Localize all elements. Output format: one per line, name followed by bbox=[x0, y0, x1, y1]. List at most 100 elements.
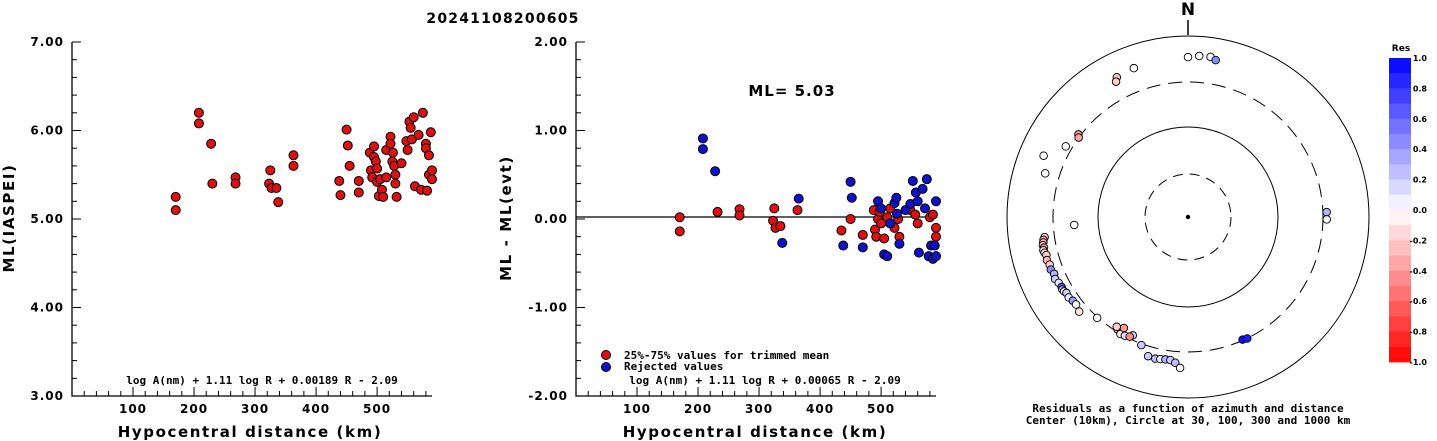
colorbar-band bbox=[1389, 73, 1411, 89]
chart1-data-point bbox=[353, 175, 364, 186]
chart2-data-point bbox=[912, 218, 923, 229]
chart2-data-point bbox=[913, 247, 924, 258]
colorbar-bands bbox=[1389, 58, 1411, 363]
chart1-data-point bbox=[193, 107, 204, 118]
distance-circle-100km bbox=[1097, 126, 1279, 308]
colorbar-tick-label: 0.6 bbox=[1413, 115, 1428, 124]
chart2-data-point bbox=[891, 192, 902, 203]
polar-station-point bbox=[1129, 63, 1139, 73]
colorbar-band bbox=[1389, 255, 1411, 272]
azimuth-residual-plot: N Residuals as a function of azimuth and… bbox=[1006, 0, 1370, 427]
chart2-x-tick-label: 400 bbox=[806, 402, 834, 416]
colorbar-band bbox=[1389, 118, 1411, 135]
chart1-y-tick-label: 4.00 bbox=[30, 301, 64, 315]
chart1-data-point bbox=[353, 187, 364, 198]
colorbar-tick-label: 0.4 bbox=[1413, 145, 1428, 154]
chart1-data-point bbox=[206, 138, 217, 149]
polar-station-point bbox=[1242, 334, 1252, 343]
chart2-y-tick-label: -1.00 bbox=[528, 301, 568, 315]
chart2-data-point bbox=[674, 226, 685, 237]
chart2-data-point bbox=[697, 133, 708, 144]
polar-station-point bbox=[1069, 220, 1079, 230]
chart2-data-point bbox=[885, 218, 896, 229]
chart2-data-point bbox=[876, 203, 887, 214]
distance-circle-30km bbox=[1144, 173, 1232, 261]
page-title: 20241108200605 bbox=[426, 11, 579, 27]
chart2-data-point bbox=[891, 208, 902, 219]
chart1-y-tick-label: 6.00 bbox=[30, 124, 64, 138]
chart2-axes: 100 200 300 400 500 -2.00 -1.00 0.00 1.00 2.00 bbox=[528, 35, 936, 416]
chart2-data-point bbox=[697, 144, 708, 155]
colorbar-band bbox=[1389, 346, 1411, 363]
chart2-data-point bbox=[879, 233, 890, 244]
colorbar-band bbox=[1389, 240, 1411, 256]
chart2-data-point bbox=[920, 203, 931, 214]
polar-station-point bbox=[1040, 169, 1050, 178]
chart2-data-point bbox=[912, 196, 923, 207]
chart1-y-tick-label: 3.00 bbox=[30, 389, 64, 403]
chart1-data-point bbox=[207, 178, 218, 189]
chart2-data-point bbox=[894, 238, 905, 249]
colorbar-tick-label: 1.0 bbox=[1413, 54, 1428, 63]
colorbar-band bbox=[1389, 301, 1411, 317]
chart1-data-point bbox=[265, 165, 276, 176]
chart1-data-point bbox=[170, 205, 181, 216]
chart2-data-point bbox=[921, 174, 932, 185]
chart2-data-point bbox=[845, 176, 856, 187]
chart2-legend: 25%-75% values for trimmed mean Rejected… bbox=[601, 349, 829, 373]
chart1-data-point bbox=[342, 140, 353, 151]
chart2-data-point bbox=[927, 209, 938, 220]
polar-station-point bbox=[1061, 142, 1070, 151]
colorbar-tick-label: -0.2 bbox=[1410, 236, 1428, 245]
colorbar-band bbox=[1389, 194, 1411, 211]
chart1-data-point bbox=[273, 197, 284, 208]
chart2-data-point bbox=[710, 166, 721, 177]
chart1-data-point bbox=[425, 127, 436, 138]
polar-station-point bbox=[1137, 340, 1146, 350]
chart1-data-point bbox=[369, 141, 380, 152]
chart1-data-point bbox=[405, 122, 416, 133]
polar-station-point bbox=[1074, 133, 1083, 142]
chart1-data-point bbox=[288, 160, 299, 171]
polar-station-point bbox=[1125, 332, 1134, 341]
polar-station-point bbox=[1195, 51, 1204, 61]
colorbar-band bbox=[1389, 149, 1411, 165]
chart1-data-point bbox=[378, 191, 389, 202]
chart2-data-point bbox=[734, 210, 745, 221]
colorbar-tick-label: 0.8 bbox=[1413, 84, 1428, 93]
colorbar-band bbox=[1389, 88, 1411, 104]
colorbar-band bbox=[1389, 331, 1411, 348]
chart1-data-point bbox=[417, 107, 428, 118]
colorbar-tick-label: -1.0 bbox=[1410, 358, 1428, 367]
chart1-data-point bbox=[334, 175, 345, 186]
residual-distance-chart: 100 200 300 400 500 -2.00 -1.00 0.00 1.00 2.00 ML… bbox=[497, 35, 941, 441]
chart1-data-point bbox=[402, 144, 413, 155]
legend-rejected-marker bbox=[601, 362, 611, 372]
chart2-data-point bbox=[857, 242, 868, 253]
chart1-data-point bbox=[423, 150, 434, 161]
chart2-x-tick-label: 200 bbox=[684, 402, 712, 416]
chart2-data-point bbox=[838, 240, 849, 251]
colorbar-band bbox=[1389, 134, 1411, 150]
chart1-data-point bbox=[390, 178, 401, 189]
chart1-y-axis-title: ML(IASPEI) bbox=[0, 163, 18, 272]
chart1-formula: log A(nm) + 1.11 log R + 0.00189 R - 2.0… bbox=[126, 374, 398, 387]
chart1-data-point bbox=[335, 190, 346, 201]
chart2-data-point bbox=[931, 196, 941, 207]
chart1-data-point bbox=[408, 112, 419, 123]
chart1-data-point bbox=[422, 185, 433, 196]
polar-station-point bbox=[1111, 77, 1121, 86]
chart1-x-tick-label: 100 bbox=[119, 402, 147, 416]
polar-station-point bbox=[1071, 300, 1081, 309]
colorbar-band bbox=[1389, 164, 1411, 180]
colorbar-tick-label: -0.6 bbox=[1410, 297, 1428, 306]
chart2-data-point bbox=[777, 237, 788, 248]
chart1-data-point bbox=[427, 174, 437, 185]
chart1-axes: 100 200 300 400 500 3.00 4.00 5.00 6.00 7.00 bbox=[30, 35, 432, 416]
chart2-data-point bbox=[845, 214, 856, 224]
polar-station-point bbox=[1039, 151, 1048, 160]
chart1-data-point bbox=[387, 147, 398, 158]
chart1-x-tick-label: 500 bbox=[363, 402, 391, 416]
polar-station-point bbox=[1211, 55, 1220, 65]
